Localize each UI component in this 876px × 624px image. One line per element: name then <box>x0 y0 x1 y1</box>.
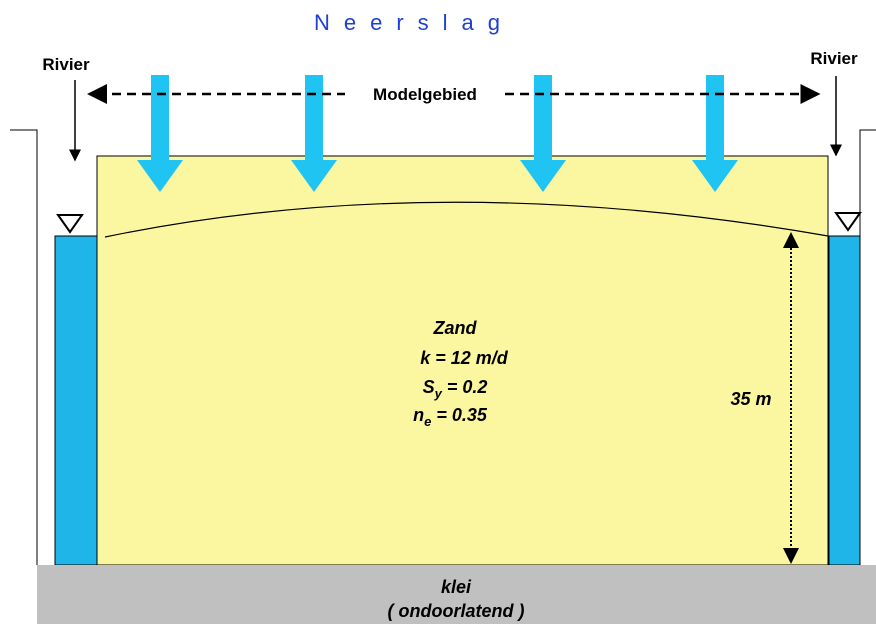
diagram: Neerslag Rivier Rivier Modelgebied Zand … <box>0 0 876 624</box>
symbol: n <box>413 405 424 425</box>
left-bank <box>10 130 37 565</box>
water-level-symbol <box>836 213 860 230</box>
subscript: e <box>424 414 431 429</box>
material-name: Zand <box>433 318 478 338</box>
right-bank <box>860 130 876 565</box>
right-river-water <box>829 236 860 565</box>
value: = 0.35 <box>431 405 488 425</box>
river-label-right: Rivier <box>810 49 858 68</box>
thickness-label: 35 m <box>730 389 771 409</box>
clay-property: ( ondoorlatend ) <box>388 601 525 621</box>
title: Neerslag <box>314 10 514 35</box>
river-label-left: Rivier <box>42 55 90 74</box>
conductivity: k = 12 m/d <box>420 348 509 368</box>
symbol: S <box>423 377 435 397</box>
clay-name: klei <box>441 577 472 597</box>
left-river-water <box>55 236 97 565</box>
value: = 0.2 <box>442 377 488 397</box>
domain-label: Modelgebied <box>373 85 477 104</box>
water-level-symbol <box>58 215 82 232</box>
